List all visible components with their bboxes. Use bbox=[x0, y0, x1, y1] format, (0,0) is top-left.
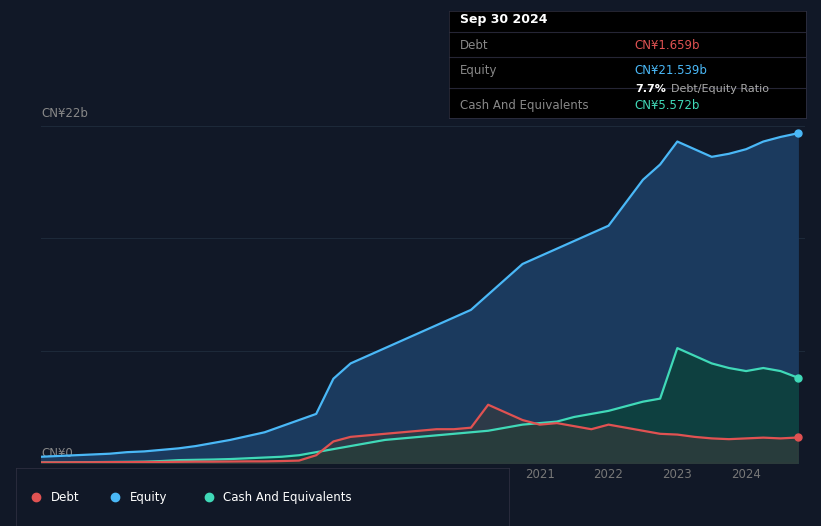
Text: Sep 30 2024: Sep 30 2024 bbox=[460, 13, 548, 26]
Text: Debt/Equity Ratio: Debt/Equity Ratio bbox=[671, 84, 768, 94]
Text: Equity: Equity bbox=[460, 64, 498, 77]
Text: Debt: Debt bbox=[51, 491, 80, 503]
Text: CN¥1.659b: CN¥1.659b bbox=[635, 38, 700, 52]
Text: CN¥5.572b: CN¥5.572b bbox=[635, 99, 700, 112]
Text: Equity: Equity bbox=[130, 491, 167, 503]
Text: Debt: Debt bbox=[460, 38, 488, 52]
Text: 7.7%: 7.7% bbox=[635, 84, 666, 94]
Text: Cash And Equivalents: Cash And Equivalents bbox=[223, 491, 352, 503]
Text: CN¥22b: CN¥22b bbox=[41, 106, 88, 119]
Text: CN¥0: CN¥0 bbox=[41, 447, 73, 460]
Text: CN¥21.539b: CN¥21.539b bbox=[635, 64, 708, 77]
Text: Cash And Equivalents: Cash And Equivalents bbox=[460, 99, 589, 112]
